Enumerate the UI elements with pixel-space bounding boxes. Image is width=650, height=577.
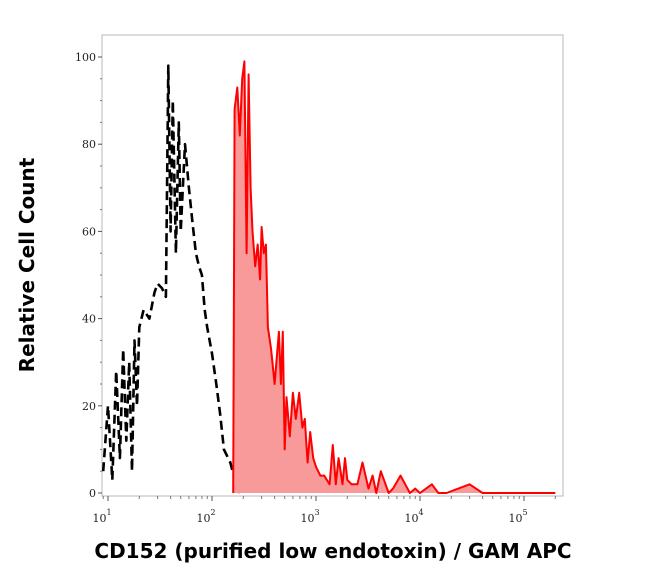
y-tick-label: 100 [75,51,96,64]
x-tick-base: 10 [404,512,418,525]
x-tick-label: 101 [92,508,111,525]
series-fill-1 [233,61,556,494]
series-line-0 [101,64,241,494]
x-tick-label: 104 [404,508,423,525]
x-tick-label: 103 [300,508,319,525]
x-tick-base: 10 [300,512,314,525]
x-tick-exponent: 1 [106,508,111,517]
plot-frame [101,34,564,497]
x-tick-label: 102 [196,508,215,525]
x-tick-base: 10 [196,512,210,525]
y-tick-label: 20 [82,400,96,413]
x-tick-base: 10 [508,512,522,525]
y-tick-label: 0 [89,487,96,500]
y-axis-label: Relative Cell Count [15,157,39,372]
series-layer [101,60,556,494]
y-tick-label: 60 [82,225,96,238]
y-tick-label: 40 [82,313,96,326]
x-tick-label: 105 [508,508,527,525]
x-axis-label: CD152 (purified low endotoxin) / GAM APC [94,539,571,563]
series-line-1 [232,60,556,494]
x-tick-exponent: 2 [210,508,215,517]
x-tick-exponent: 3 [314,508,319,517]
x-tick-base: 10 [92,512,106,525]
y-tick-label: 80 [82,138,96,151]
x-tick-exponent: 4 [418,508,423,517]
x-tick-exponent: 5 [522,508,527,517]
